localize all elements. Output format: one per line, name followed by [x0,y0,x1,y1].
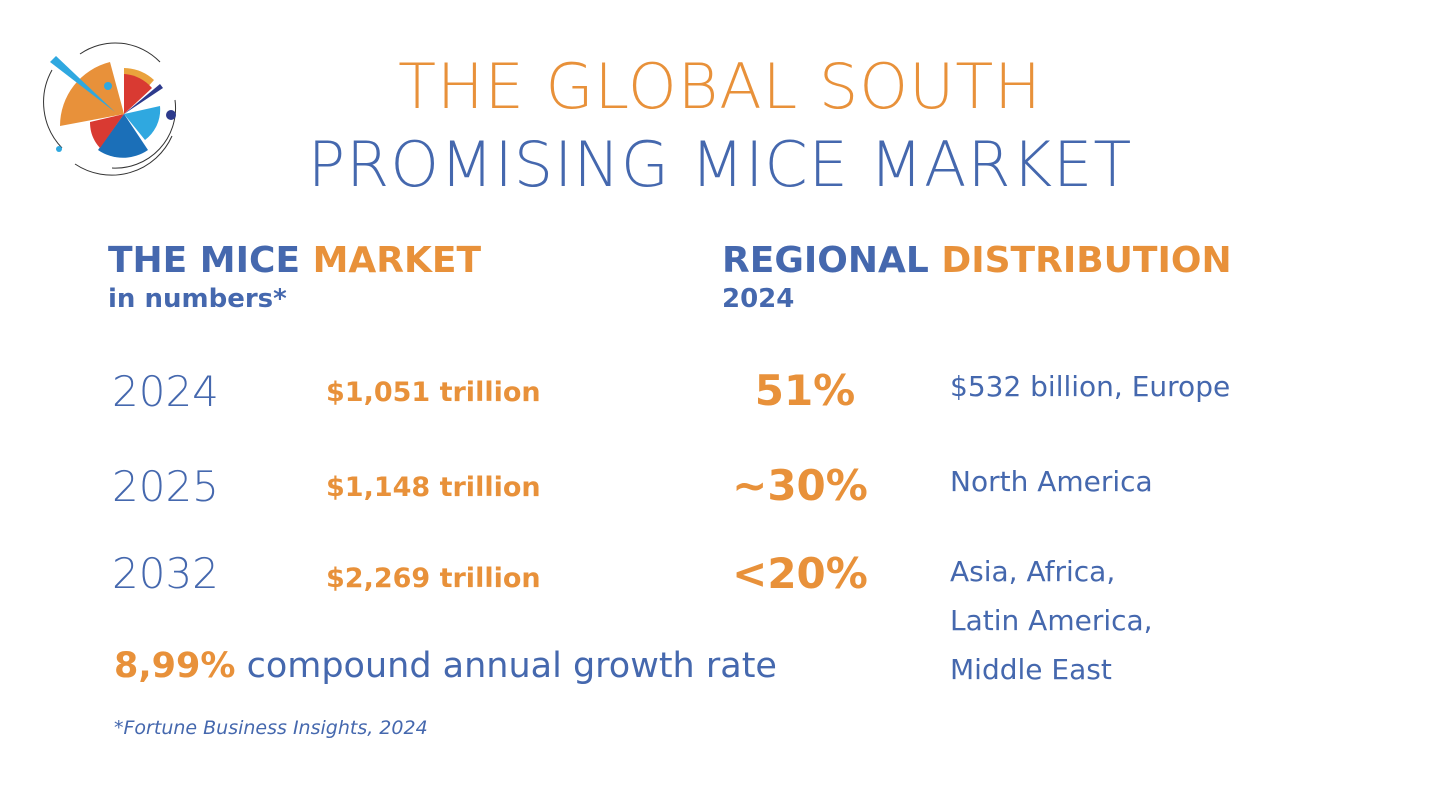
value-2032: $2,269 trillion [326,563,541,594]
value-2025: $1,148 trillion [326,472,541,503]
cagr-label: compound annual growth rate [246,646,777,686]
region-europe: $532 billion, Europe [950,370,1231,403]
value-2024: $1,051 trillion [326,377,541,408]
left-heading-orange: MARKET [312,240,482,281]
percent-north-america: ~30% [732,461,868,510]
region-line: Asia, Africa, [950,555,1116,588]
region-line: Latin America, [950,604,1153,637]
region-north-america: North America [950,465,1153,498]
footnote: *Fortune Business Insights, 2024 [114,717,428,739]
year-2032: 2032 [112,549,219,598]
title-line-1: THE GLOBAL SOUTH [398,50,1042,123]
cagr-line: 8,99% compound annual growth rate [114,646,777,686]
left-subheading: in numbers* [108,284,287,314]
title-line-2: PROMISING MICE MARKET [307,128,1133,201]
right-heading-orange: DISTRIBUTION [941,240,1232,281]
region-global-south: Asia, Africa, Latin America, Middle East [950,547,1153,694]
right-heading: REGIONAL DISTRIBUTION [722,240,1232,281]
year-2024: 2024 [112,367,219,416]
left-heading-blue: THE MICE [108,240,301,281]
percent-global-south: <20% [732,549,868,598]
region-line: Middle East [950,653,1112,686]
cagr-value: 8,99% [114,646,236,686]
right-subheading: 2024 [722,284,795,314]
right-heading-blue: REGIONAL [722,240,929,281]
left-heading: THE MICE MARKET [108,240,481,281]
percent-europe: 51% [754,366,856,415]
logo-pie-chart-icon [43,42,177,176]
year-2025: 2025 [112,462,219,511]
